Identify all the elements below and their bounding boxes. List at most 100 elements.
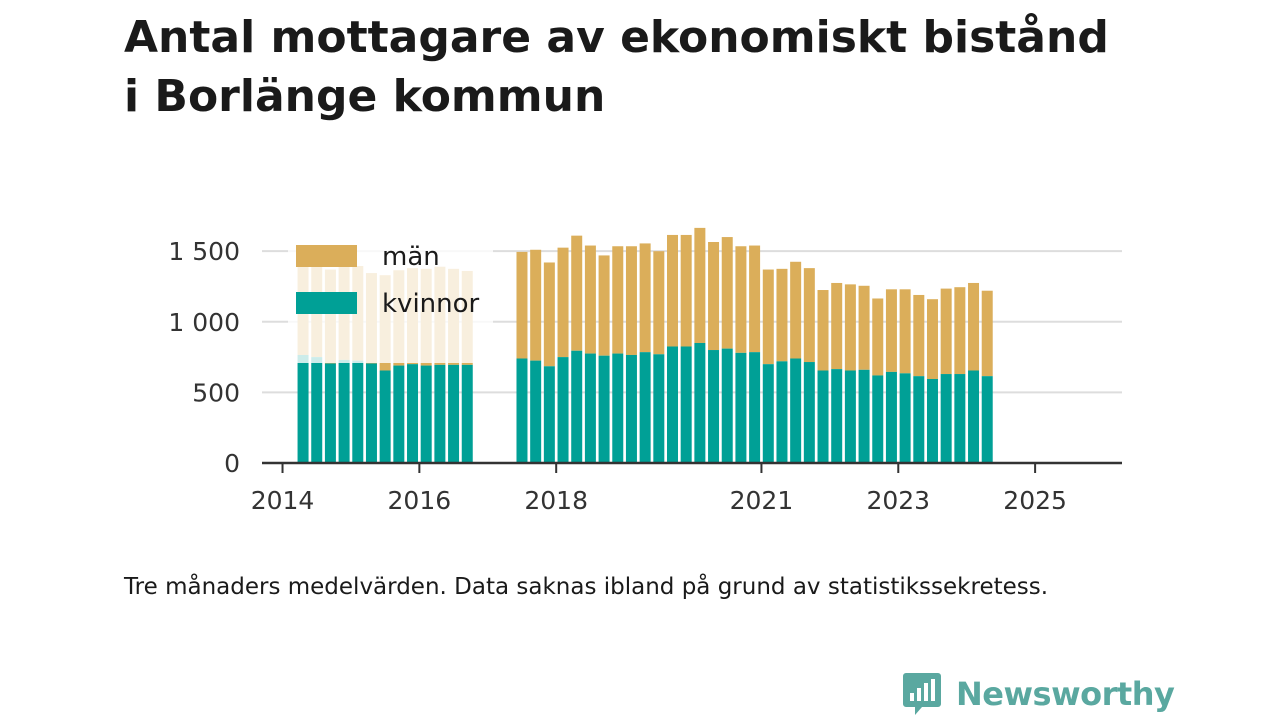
bar-man: [831, 282, 843, 370]
bar-kvinnor: [968, 370, 980, 463]
bar-kvinnor: [434, 364, 446, 463]
bar-man: [790, 261, 802, 359]
x-tick-label: 2014: [251, 486, 315, 515]
bar-kvinnor: [721, 348, 733, 463]
bar-man: [954, 287, 966, 375]
bar-kvinnor: [639, 352, 651, 463]
bar-kvinnor: [598, 355, 610, 463]
bar-kvinnor: [817, 370, 829, 463]
bar-man: [543, 262, 555, 367]
bar-man: [598, 255, 610, 356]
bar-man: [981, 290, 993, 377]
bar-kvinnor: [352, 360, 364, 463]
bar-kvinnor: [393, 365, 405, 463]
bar-man: [584, 245, 596, 354]
footnote: Tre månaders medelvärden. Data saknas ib…: [124, 574, 1049, 600]
bar-kvinnor: [571, 350, 583, 463]
bar-kvinnor: [899, 373, 911, 463]
bar-chart: män kvinnor 0 500 1 000 1 500 2014 2016 2018 202…: [168, 227, 1122, 515]
bar-kvinnor: [584, 353, 596, 463]
bar-kvinnor: [749, 352, 761, 463]
bar-kvinnor: [940, 374, 952, 463]
bar-kvinnor: [365, 363, 377, 463]
bar-man: [913, 294, 925, 377]
bar-man: [612, 246, 624, 354]
bar-kvinnor: [612, 353, 624, 463]
bar-kvinnor: [954, 374, 966, 463]
legend: män kvinnor: [288, 236, 493, 363]
x-tick-label: 2021: [730, 486, 794, 515]
bar-man: [571, 235, 583, 351]
bar-kvinnor: [297, 354, 309, 463]
bar-man: [817, 290, 829, 371]
bar-kvinnor: [448, 364, 460, 463]
bar-man: [940, 288, 952, 375]
bar-man: [735, 246, 747, 353]
bar-kvinnor: [324, 363, 336, 463]
newsworthy-logo-icon: [903, 673, 941, 715]
bar-kvinnor: [407, 364, 419, 463]
bar-man: [926, 299, 938, 379]
chart-title: Antal mottagare av ekonomiskt bistånd i …: [124, 8, 1184, 126]
bar-man: [530, 249, 542, 361]
bar-man: [667, 234, 679, 347]
bar-kvinnor: [872, 375, 884, 463]
bar-man: [653, 251, 665, 355]
bar-man: [516, 251, 528, 359]
bar-man: [749, 245, 761, 353]
y-tick-label: 500: [192, 378, 240, 407]
x-tick-label: 2016: [388, 486, 452, 515]
brand[interactable]: Newsworthy: [902, 670, 1175, 718]
bar-kvinnor: [653, 354, 665, 463]
chart-title-line-2: i Borlänge kommun: [124, 71, 606, 122]
bar-man: [557, 247, 569, 358]
bar-kvinnor: [338, 359, 350, 463]
bar-man: [872, 298, 884, 376]
bar-kvinnor: [708, 350, 720, 463]
y-tick-label: 0: [224, 449, 240, 478]
bar-man: [968, 282, 980, 371]
bar-kvinnor: [926, 378, 938, 463]
bar-man: [844, 284, 856, 371]
bar-kvinnor: [420, 365, 432, 463]
bar-kvinnor: [694, 342, 706, 463]
x-tick-label: 2018: [524, 486, 588, 515]
bar-kvinnor: [379, 370, 391, 463]
legend-label: kvinnor: [382, 289, 480, 319]
bar-man: [762, 269, 774, 365]
bar-kvinnor: [858, 369, 870, 463]
bar-kvinnor: [762, 364, 774, 463]
bar-man: [625, 246, 637, 355]
bar-kvinnor: [776, 361, 788, 463]
bar-man: [899, 289, 911, 374]
bar-kvinnor: [667, 346, 679, 463]
x-tick-label: 2025: [1003, 486, 1067, 515]
bar-kvinnor: [981, 376, 993, 463]
bar-kvinnor: [530, 360, 542, 463]
bar-man: [680, 234, 692, 347]
bar-man: [708, 242, 720, 351]
bar-kvinnor: [543, 366, 555, 463]
bar-kvinnor: [803, 362, 815, 463]
chart-title-line-1: Antal mottagare av ekonomiskt bistånd: [124, 12, 1109, 63]
bar-man: [803, 268, 815, 363]
bar-kvinnor: [885, 371, 897, 463]
bar-man: [885, 289, 897, 372]
bar-kvinnor: [461, 364, 473, 463]
y-tick-label: 1 500: [168, 237, 240, 266]
brand-name: Newsworthy: [956, 675, 1175, 713]
bar-kvinnor: [516, 358, 528, 463]
bar-kvinnor: [844, 370, 856, 463]
bar-man: [694, 227, 706, 343]
legend-swatch: [296, 245, 357, 267]
bar-man: [776, 268, 788, 362]
bar-kvinnor: [625, 354, 637, 463]
legend-swatch: [296, 292, 357, 314]
bar-kvinnor: [790, 358, 802, 463]
legend-label: män: [382, 242, 440, 272]
axes: 0 500 1 000 1 500 2014 2016 2018 2021 2023 2025: [168, 237, 1122, 515]
x-tick-label: 2023: [866, 486, 930, 515]
bar-man: [639, 243, 651, 353]
bar-kvinnor: [680, 346, 692, 463]
bar-kvinnor: [735, 352, 747, 463]
